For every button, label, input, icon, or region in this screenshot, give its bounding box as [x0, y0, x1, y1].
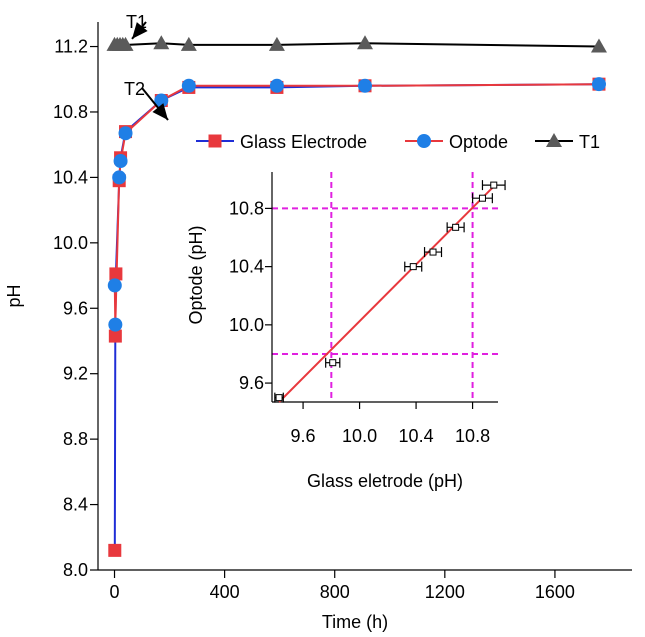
t1-point — [590, 38, 607, 53]
glass-electrode-point — [108, 329, 122, 343]
optode-point — [358, 78, 372, 93]
legend-marker-t1 — [546, 133, 562, 147]
inset-data-point — [490, 181, 498, 189]
inset-y-tick-label: 9.6 — [239, 373, 264, 393]
t1-point — [268, 36, 285, 51]
x-tick-label: 1200 — [425, 582, 465, 602]
inset-x-tick-label: 10.8 — [455, 426, 490, 446]
inset-data-point — [409, 263, 417, 271]
inset-data-point — [429, 248, 437, 256]
optode-point — [118, 126, 133, 141]
inset-x-tick-label: 10.0 — [342, 426, 377, 446]
inset-x-tick-label: 10.4 — [399, 426, 434, 446]
t1-arrow-head — [132, 22, 148, 39]
y-tick-label: 10.0 — [53, 233, 88, 253]
y-tick-label: 8.4 — [63, 495, 88, 515]
inset-data-point — [329, 359, 337, 367]
legend-label-optode: Optode — [449, 132, 508, 152]
main-chart: 8.0 8.4 8.8 9.2 9.6 10.0 10.4 10.8 11.2 0 400 800 12… — [4, 12, 632, 632]
x-tick-label: 1600 — [535, 582, 575, 602]
inset-y-tick-label: 10.0 — [229, 315, 264, 335]
optode-point — [181, 78, 196, 93]
y-tick-label: 10.8 — [53, 102, 88, 122]
y-tick-label: 9.6 — [63, 298, 88, 318]
inset-fit-line — [278, 182, 498, 403]
y-tick-label: 10.4 — [53, 167, 88, 187]
x-axis-label: Time (h) — [322, 612, 388, 632]
t1-point — [117, 36, 134, 51]
t1-point — [357, 35, 373, 50]
glass-electrode-point — [109, 267, 123, 281]
inset-chart: 9.6 10.0 10.4 10.8 9.6 10.0 10.4 10.8 Glass elet… — [186, 172, 506, 491]
x-tick-label: 400 — [210, 582, 240, 602]
t1-point — [153, 35, 170, 50]
optode-point — [113, 154, 128, 169]
legend-label-t1: T1 — [579, 132, 600, 152]
legend-marker-glass-electrode — [208, 134, 222, 148]
optode-point — [591, 77, 606, 92]
y-tick-label: 9.2 — [63, 364, 88, 384]
y-tick-label: 8.0 — [63, 560, 88, 580]
y-axis-label: pH — [4, 284, 24, 307]
optode-point — [154, 93, 169, 108]
inset-y-tick-label: 10.4 — [229, 257, 264, 277]
inset-x-tick-label: 9.6 — [291, 426, 316, 446]
optode-point — [269, 78, 284, 93]
y-tick-label: 11.2 — [54, 37, 88, 57]
legend-marker-optode — [417, 134, 431, 148]
inset-y-tick-label: 10.8 — [229, 198, 264, 218]
legend-label-glass-electrode: Glass Electrode — [240, 132, 367, 152]
x-tick-label: 0 — [110, 582, 120, 602]
inset-data-point — [452, 223, 460, 231]
inset-x-axis-label: Glass eletrode (pH) — [307, 471, 463, 491]
inset-data-point — [275, 394, 283, 402]
optode-point — [107, 278, 122, 293]
legend: Glass Electrode Optode T1 — [196, 132, 600, 152]
inset-y-axis-label: Optode (pH) — [186, 225, 206, 324]
t1-point — [180, 36, 197, 51]
optode-point — [112, 170, 127, 185]
optode-point — [108, 317, 123, 332]
glass-electrode-point — [108, 543, 122, 557]
y-tick-label: 8.8 — [63, 429, 88, 449]
inset-data-point — [478, 194, 486, 202]
x-tick-label: 800 — [320, 582, 350, 602]
t2-arrow-head — [152, 103, 168, 120]
t2-annotation: T2 — [124, 79, 145, 99]
series-line-optode — [113, 83, 600, 325]
